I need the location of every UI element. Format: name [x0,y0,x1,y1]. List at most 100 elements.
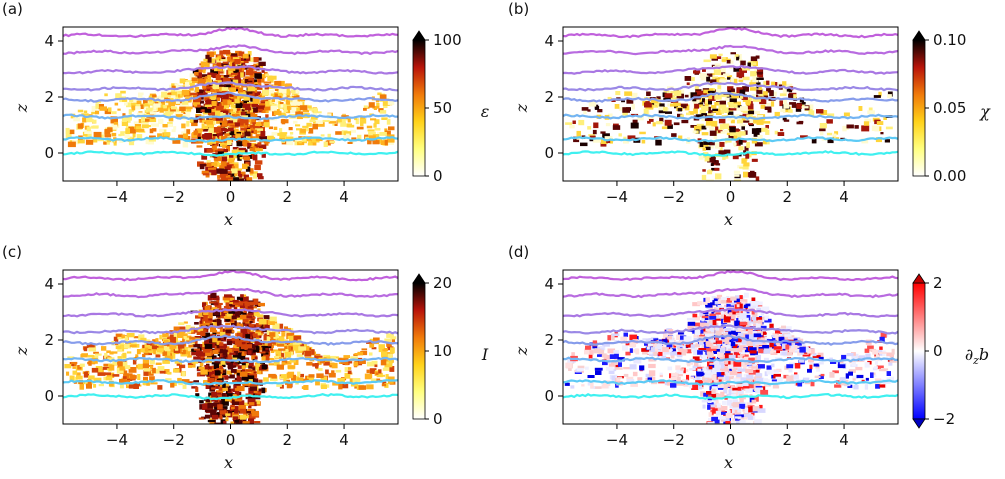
field-patch [232,147,239,150]
field-patch [874,361,878,365]
field-patch [212,319,217,322]
field-patch [205,318,212,323]
field-patch [254,421,261,424]
field-patch [254,400,260,405]
field-patch [374,128,381,131]
field-patch [714,78,722,83]
field-patch [174,345,179,351]
field-patch [281,362,286,366]
field-patch [760,310,765,316]
field-patch [180,110,184,113]
field-patch [254,123,262,126]
field-patch [178,322,185,325]
field-patch [738,316,742,323]
field-patch [196,75,201,81]
field-patch [217,373,223,379]
field-patch [249,57,257,62]
field-patch [189,73,198,78]
field-patch [797,350,801,356]
field-patch [214,150,220,153]
field-patch [192,328,198,333]
field-patch [767,107,772,113]
field-patch [721,365,730,372]
field-patch [751,399,757,404]
field-patch [235,168,242,171]
field-patch [106,368,111,371]
field-patch [664,350,670,355]
field-patch [661,126,669,130]
field-patch [858,106,863,111]
field-patch [358,385,367,390]
field-patch [135,126,142,129]
contour-line [563,379,898,386]
field-patch [592,129,597,135]
field-patch [710,73,715,76]
field-patch [641,139,646,144]
field-patch [732,310,741,316]
field-patch [650,104,658,108]
field-patch [769,90,774,96]
field-patch [626,379,635,382]
field-patch [207,377,215,382]
field-patch [820,373,825,377]
field-patch [751,364,759,369]
contour-line [63,113,398,121]
field-patch [224,102,229,109]
field-patch [249,386,258,391]
field-patch [164,94,171,98]
panel-label: (d) [508,243,529,261]
field-patch [671,93,676,98]
field-patch [267,99,273,105]
field-patch [163,104,167,109]
field-patch [714,167,720,171]
field-patch [251,130,256,133]
field-patch [201,154,208,160]
field-patch [737,105,742,108]
field-patch [864,362,870,368]
field-patch [748,124,754,127]
field-patch [588,101,597,107]
field-patch [317,359,322,365]
field-patch [294,102,303,106]
field-patch [724,95,729,101]
field-patch [222,406,228,410]
field-patch [729,108,737,111]
field-patch [750,302,758,308]
field-patch [189,83,195,87]
field-patch [254,164,261,171]
field-patch [693,348,698,351]
field-patch [730,296,737,301]
field-patch [117,356,122,359]
field-patch [286,100,290,105]
field-patch [879,346,883,350]
field-patch [754,142,763,147]
field-patch [219,343,227,349]
field-patch [742,68,750,71]
field-patch [676,383,684,386]
y-tick-label: 0 [544,387,554,405]
field-patch [225,120,234,124]
field-patch [126,351,132,354]
field-patch [224,330,231,337]
field-patch [262,89,269,96]
field-patch [335,369,342,373]
field-patch [789,348,796,353]
field-patch [302,140,307,144]
field-patch [215,74,221,81]
field-patch [202,173,210,176]
field-patch [281,360,288,364]
field-patch [702,147,706,151]
field-patch [705,123,713,128]
field-patch [883,115,887,120]
field-patch [864,348,870,353]
field-patch [740,322,748,326]
field-patch [742,86,749,92]
field-patch [208,112,215,116]
field-patch [234,59,241,65]
field-patch [112,360,118,366]
field-patch [151,123,159,127]
field-patch [235,133,241,139]
field-patch [694,85,699,90]
field-patch [745,153,750,159]
